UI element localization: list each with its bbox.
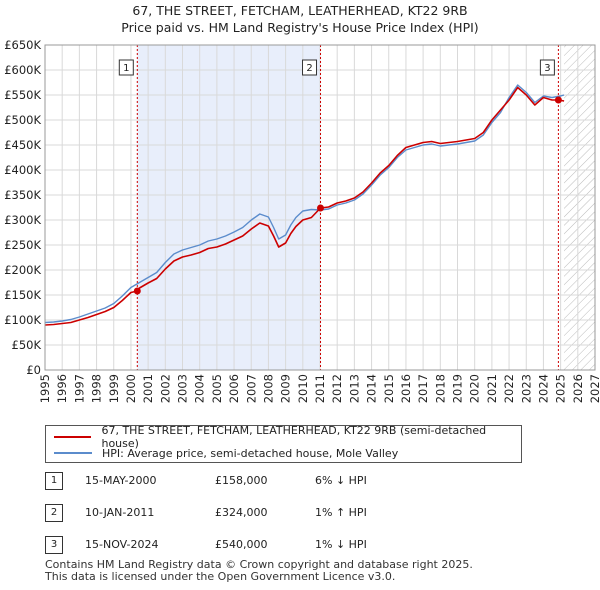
sale-marker-box [118, 59, 134, 76]
sale-marker-box [302, 59, 318, 76]
sale-price: £324,000 [215, 506, 268, 519]
sale-hpi-diff: 6% ↓ HPI [315, 474, 367, 487]
x-tick-label: 2005 [210, 374, 224, 403]
legend-swatch-hpi [54, 452, 92, 454]
footer-notice: Contains HM Land Registry data © Crown c… [45, 559, 473, 583]
sale-marker-box [539, 59, 555, 76]
x-tick-label: 2025 [554, 374, 568, 403]
sale-date: 10-JAN-2011 [85, 506, 155, 519]
x-tick-label: 2001 [141, 374, 155, 403]
y-tick-label: £50K [12, 338, 42, 352]
series-line-hpi [45, 84, 565, 324]
y-tick-label: £250K [4, 238, 41, 252]
y-tick-label: £100K [4, 313, 41, 327]
sale-marker-label: 3 [544, 63, 550, 74]
x-tick-label: 2002 [158, 374, 172, 403]
x-tick-label: 2006 [227, 374, 241, 403]
x-tick-label: 2009 [279, 374, 293, 403]
x-tick-label: 1999 [107, 374, 121, 403]
x-tick-label: 2004 [193, 374, 207, 403]
x-tick-label: 2017 [416, 374, 430, 403]
sale-row-1: 1 15-MAY-2000 £158,000 6% ↓ HPI [45, 472, 545, 492]
x-tick-label: 2016 [399, 374, 413, 403]
chart-subtitle: Price paid vs. HM Land Registry's House … [121, 20, 479, 35]
shaded-ownership-region [137, 45, 321, 370]
sale-number-badge: 1 [45, 472, 63, 490]
x-tick-label: 2014 [365, 374, 379, 403]
x-tick-label: 2022 [502, 374, 516, 403]
sale-hpi-diff: 1% ↑ HPI [315, 506, 367, 519]
sale-number-badge: 2 [45, 504, 63, 522]
legend-label-hpi: HPI: Average price, semi-detached house,… [102, 446, 399, 460]
x-tick-label: 2010 [296, 374, 310, 403]
legend-entry-hpi: HPI: Average price, semi-detached house,… [54, 445, 398, 461]
x-tick-label: 2012 [330, 374, 344, 403]
price-chart: 1 2 3 £0 £50K £100K £150K £200K £250K £300K £350K… [4, 38, 600, 403]
sale-price: £158,000 [215, 474, 268, 487]
x-tick-label: 2007 [244, 374, 258, 403]
sale-number-badge: 3 [45, 536, 63, 554]
future-hatch-region [564, 45, 595, 370]
sale-point [133, 287, 141, 295]
x-tick-label: 2027 [588, 374, 600, 403]
x-tick-label: 2023 [519, 374, 533, 403]
legend-swatch-property [54, 436, 92, 438]
x-tick-label: 2019 [451, 374, 465, 403]
x-tick-label: 2021 [485, 374, 499, 403]
sale-price: £540,000 [215, 538, 268, 551]
x-tick-label: 2011 [313, 374, 327, 403]
x-tick-label: 2020 [468, 374, 482, 403]
chart-title: 67, THE STREET, FETCHAM, LEATHERHEAD, KT… [132, 3, 468, 18]
x-tick-label: 1995 [38, 374, 52, 403]
sale-point [317, 204, 325, 212]
plot-frame [44, 44, 596, 371]
sale-marker-label: 1 [123, 63, 129, 74]
y-tick-label: £150K [4, 288, 41, 302]
x-tick-label: 1996 [55, 374, 69, 403]
y-tick-label: £600K [4, 63, 41, 77]
x-tick-label: 2018 [433, 374, 447, 403]
footer-line-license: This data is licensed under the Open Gov… [45, 570, 396, 583]
y-tick-label: £650K [4, 38, 41, 52]
sale-date: 15-MAY-2000 [85, 474, 157, 487]
sale-point [554, 96, 562, 104]
sale-row-2: 2 10-JAN-2011 £324,000 1% ↑ HPI [45, 504, 545, 524]
legend-label-property: 67, THE STREET, FETCHAM, LEATHERHEAD, KT… [101, 424, 487, 450]
sale-hpi-diff: 1% ↓ HPI [315, 538, 367, 551]
x-tick-label: 2008 [261, 374, 275, 403]
x-tick-label: 2015 [382, 374, 396, 403]
x-tick-label: 1998 [90, 374, 104, 403]
legend-entry-property: 67, THE STREET, FETCHAM, LEATHERHEAD, KT… [54, 424, 521, 450]
y-tick-label: £400K [4, 163, 41, 177]
x-tick-label: 1997 [72, 374, 86, 403]
y-tick-label: £500K [4, 113, 41, 127]
x-tick-label: 2003 [176, 374, 190, 403]
y-tick-label: £550K [4, 88, 41, 102]
sale-marker-label: 2 [306, 63, 312, 74]
x-tick-label: 2026 [571, 374, 585, 403]
sale-date: 15-NOV-2024 [85, 538, 159, 551]
sale-row-3: 3 15-NOV-2024 £540,000 1% ↓ HPI [45, 536, 545, 556]
footer-line-copyright: Contains HM Land Registry data © Crown c… [45, 558, 473, 571]
y-tick-label: £350K [4, 188, 41, 202]
x-tick-label: 2000 [124, 374, 138, 403]
y-tick-label: £450K [4, 138, 41, 152]
chart-legend: 67, THE STREET, FETCHAM, LEATHERHEAD, KT… [45, 424, 522, 463]
y-tick-label: £300K [4, 213, 41, 227]
x-tick-label: 2013 [347, 374, 361, 403]
y-tick-label: £200K [4, 263, 41, 277]
y-tick-label: £0 [26, 363, 41, 377]
x-tick-label: 2024 [536, 374, 550, 403]
